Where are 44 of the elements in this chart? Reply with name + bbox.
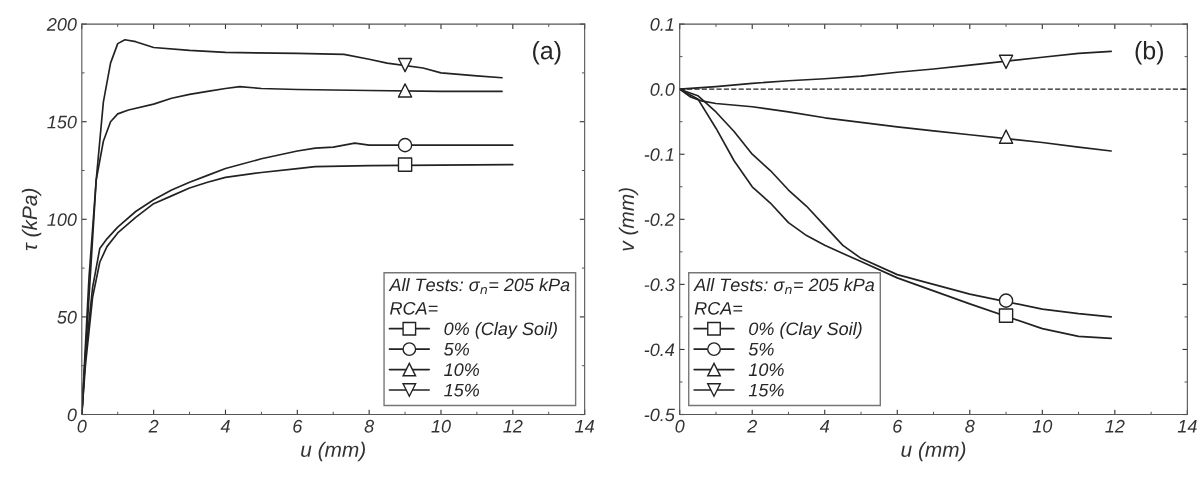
y-tick-label: 0 <box>67 408 77 422</box>
legend-label: 0% (Clay Soil) <box>749 321 862 339</box>
x-tick-label: 2 <box>148 419 159 433</box>
x-tick-label: 6 <box>893 419 903 433</box>
y-axis-title: τ (kPa) <box>21 188 42 251</box>
x-tick-label: 4 <box>220 420 230 433</box>
annotation: (a) <box>533 41 561 65</box>
annotation: (b) <box>1135 41 1163 65</box>
legend-label: 15% <box>444 383 480 397</box>
x-tick-label: 12 <box>503 419 523 433</box>
x-tick-label: 2 <box>747 419 757 433</box>
x-tick-label: 14 <box>1177 420 1197 433</box>
y-tick-label: -0.5 <box>644 408 675 422</box>
y-tick-label: 100 <box>47 213 77 227</box>
y-tick-label: -0.3 <box>644 278 675 292</box>
y-axis-title: v (mm) <box>618 188 639 251</box>
y-tick-label: 0.0 <box>650 83 675 96</box>
y-tick-label: -0.4 <box>644 343 675 357</box>
y-tick-label: 50 <box>57 310 77 324</box>
x-tick-label: 10 <box>431 419 451 433</box>
legend-label: 5% <box>748 342 774 356</box>
legend-label: 10% <box>444 363 480 377</box>
x-tick-label: 0 <box>675 419 685 433</box>
y-tick-label: 150 <box>47 115 77 129</box>
x-tick-label: 6 <box>293 419 303 433</box>
legend-label: 10% <box>748 363 784 377</box>
x-tick-label: 8 <box>364 419 375 433</box>
y-tick-label: 0.1 <box>650 18 674 31</box>
x-tick-label: 0 <box>77 419 87 433</box>
legend-label: 0% (Clay Soil) <box>444 321 557 339</box>
y-tick-label: -0.1 <box>644 148 674 161</box>
legend-label: 15% <box>748 383 784 397</box>
x-tick-label: 10 <box>1032 419 1053 433</box>
x-tick-label: 14 <box>575 420 595 433</box>
x-tick-label: 8 <box>965 419 975 433</box>
x-axis-title: u (mm) <box>301 441 365 462</box>
text: All Tests: σ$_{n}$= 205 kPa RCA= <box>388 278 570 315</box>
x-axis-title: u (mm) <box>901 441 966 462</box>
y-tick-label: 200 <box>46 18 77 31</box>
text: All Tests: σ$_{n}$= 205 kPa RCA= <box>693 278 875 315</box>
x-tick-label: 12 <box>1105 419 1125 433</box>
legend-label: 5% <box>444 342 469 356</box>
y-tick-label: -0.2 <box>644 213 675 227</box>
x-tick-label: 4 <box>819 420 830 433</box>
